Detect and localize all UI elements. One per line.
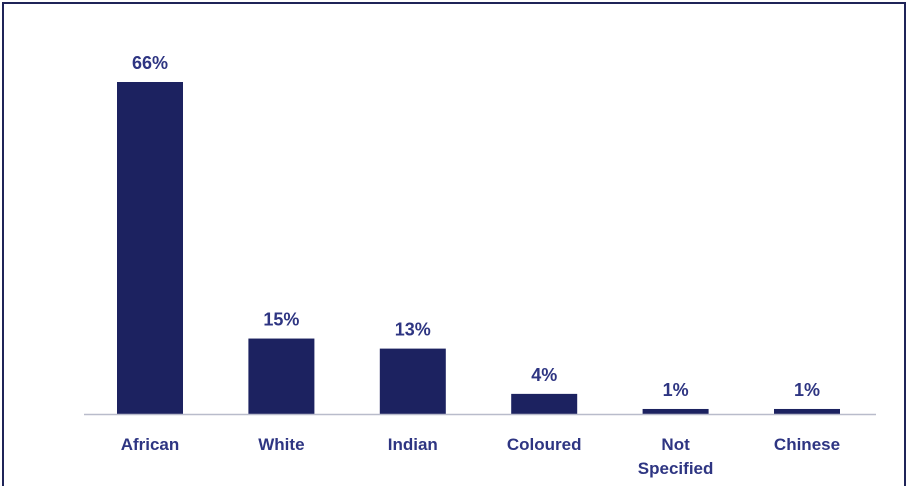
bar-chinese (774, 408, 840, 414)
category-label-line: White (258, 435, 304, 454)
category-label: White (258, 435, 304, 454)
category-label: Chinese (774, 435, 840, 454)
category-label: African (121, 435, 180, 454)
category-label: Indian (388, 435, 438, 454)
bar-indian (379, 348, 446, 414)
bars-group (117, 82, 840, 414)
category-label-line: Chinese (774, 435, 840, 454)
category-label-line: Specified (638, 459, 714, 478)
bar-white (248, 338, 315, 414)
value-label: 13% (395, 320, 431, 340)
category-label: Not Specified (638, 435, 714, 478)
category-label-line: Indian (388, 435, 438, 454)
value-labels-group: 66% 15% 13% 4% 1% 1% (132, 53, 820, 400)
value-label: 66% (132, 53, 168, 73)
category-label-line: Not (661, 435, 690, 454)
value-label: 1% (663, 380, 689, 400)
value-label: 4% (531, 365, 557, 385)
category-label: Coloured (507, 435, 582, 454)
bar-coloured (511, 393, 578, 414)
bar-african (117, 82, 183, 414)
value-label: 1% (794, 380, 820, 400)
category-label-line: Coloured (507, 435, 582, 454)
category-labels-group: African White Indian Coloured Not Specified Ch… (121, 435, 840, 478)
value-label: 15% (263, 310, 299, 330)
category-label-line: African (121, 435, 180, 454)
bar-not-specified (642, 408, 709, 414)
